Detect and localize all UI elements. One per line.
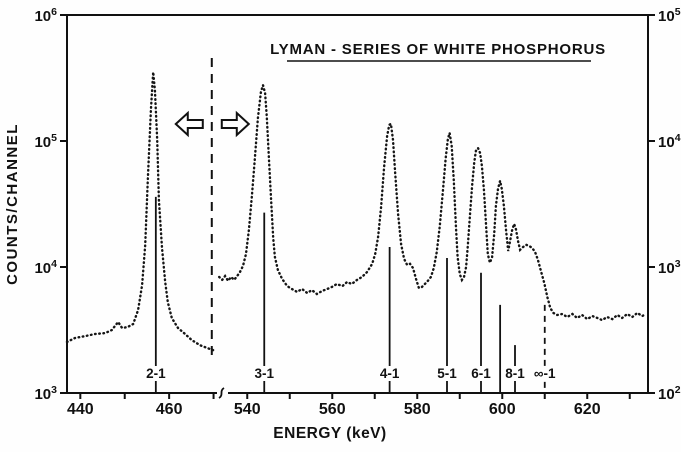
y-tick-label-right: 105: [658, 6, 681, 25]
spectrum-trace: [65, 71, 215, 352]
peak-label: 5-1: [437, 366, 457, 381]
x-axis-ticks: 440 460 540 560 580 600 620: [67, 393, 631, 418]
y-axis-left-ticks: 106 105 104 103: [34, 6, 67, 403]
y-tick-label-right: 102: [658, 384, 681, 403]
peak-label-bg: [142, 366, 170, 381]
y-tick-label-right: 103: [658, 258, 681, 277]
plot-border: [66, 14, 649, 394]
axis-break-icon: [217, 387, 228, 399]
peak-label: 6-1: [471, 366, 491, 381]
axis-break-squiggle: [218, 387, 225, 399]
peak-label-bg: [250, 366, 278, 381]
plot-frame: [66, 14, 649, 394]
scale-arrows: [174, 110, 251, 138]
y-tick-label-left: 103: [34, 384, 57, 403]
chart-title: LYMAN - SERIES OF WHITE PHOSPHORUS: [270, 41, 606, 58]
peak-label: 4-1: [380, 366, 400, 381]
y-tick-label-left: 106: [34, 6, 57, 25]
y-tick-label-right: 104: [658, 132, 681, 151]
peak-label: 8-1: [505, 366, 525, 381]
x-tick-label: 560: [319, 401, 346, 418]
arrow-left-icon: [174, 110, 204, 138]
arrow-right-icon: [220, 110, 251, 138]
y-tick-label-left: 104: [34, 258, 57, 277]
x-tick-label: 600: [489, 401, 516, 418]
spectrum-curve: [65, 71, 648, 352]
peak-markers: 2-1 3-1 4-1 5-1 6-1 8-1 ∞-1: [142, 196, 559, 393]
x-tick-label: 620: [574, 401, 601, 418]
peak-label-bg: [467, 366, 495, 381]
peak-label-bg: [501, 366, 529, 381]
x-tick-label: 460: [156, 401, 183, 418]
peak-label: ∞-1: [534, 366, 556, 381]
y-axis-right-ticks: 105 104 103 102: [648, 6, 681, 403]
peak-label-bg: [433, 366, 461, 381]
peak-label-bg: [531, 366, 559, 381]
axis-break-mask: [217, 389, 228, 397]
peak-label-bg: [376, 366, 404, 381]
y-tick-label-left: 105: [34, 132, 57, 151]
peak-label: 3-1: [254, 366, 274, 381]
peak-label: 2-1: [146, 366, 166, 381]
x-tick-label: 540: [234, 401, 261, 418]
spectrum-trace: [218, 80, 648, 322]
x-axis-label: ENERGY (keV): [273, 425, 386, 442]
x-tick-label: 580: [404, 401, 431, 418]
x-tick-label: 440: [67, 401, 94, 418]
y-axis-label: COUNTS/CHANNEL: [4, 123, 21, 285]
